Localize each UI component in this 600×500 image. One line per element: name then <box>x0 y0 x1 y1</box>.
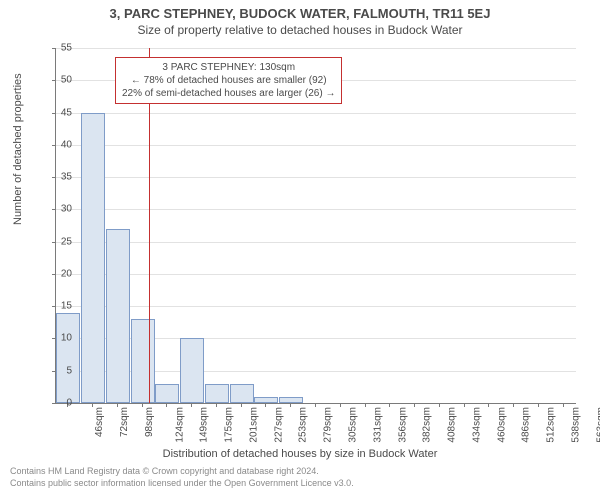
x-tick <box>92 403 93 407</box>
y-tick-label: 5 <box>52 365 72 376</box>
x-tick <box>290 403 291 407</box>
histogram-bar <box>56 313 80 403</box>
x-axis-label: Distribution of detached houses by size … <box>0 448 600 460</box>
annotation-box: 3 PARC STEPHNEY: 130sqm ← 78% of detache… <box>115 57 342 104</box>
x-tick-label: 98sqm <box>144 407 155 437</box>
footer-line2: Contains public sector information licen… <box>10 478 590 490</box>
gridline <box>56 48 576 49</box>
gridline <box>56 177 576 178</box>
y-tick-label: 0 <box>52 398 72 409</box>
x-tick-label: 46sqm <box>94 407 105 437</box>
x-tick <box>365 403 366 407</box>
histogram-bar <box>230 384 254 403</box>
chart-subtitle: Size of property relative to detached ho… <box>0 21 600 37</box>
x-tick-label: 460sqm <box>496 407 507 443</box>
y-tick-label: 45 <box>52 107 72 118</box>
chart-title-address: 3, PARC STEPHNEY, BUDOCK WATER, FALMOUTH… <box>0 0 600 21</box>
footer-line1: Contains HM Land Registry data © Crown c… <box>10 466 590 478</box>
x-tick-label: 382sqm <box>422 407 433 443</box>
histogram-bar <box>106 229 130 403</box>
gridline <box>56 145 576 146</box>
y-tick-label: 30 <box>52 204 72 215</box>
x-tick-label: 486sqm <box>521 407 532 443</box>
gridline <box>56 113 576 114</box>
histogram-bar <box>155 384 179 403</box>
x-tick <box>563 403 564 407</box>
y-tick-label: 15 <box>52 301 72 312</box>
chart-container: 3, PARC STEPHNEY, BUDOCK WATER, FALMOUTH… <box>0 0 600 500</box>
x-tick-label: 124sqm <box>174 407 185 443</box>
x-tick-label: 201sqm <box>249 407 260 443</box>
x-tick <box>414 403 415 407</box>
histogram-bar <box>205 384 229 403</box>
gridline <box>56 242 576 243</box>
x-tick <box>389 403 390 407</box>
gridline <box>56 274 576 275</box>
x-tick-label: 279sqm <box>323 407 334 443</box>
x-tick <box>340 403 341 407</box>
y-axis-label: Number of detached properties <box>12 73 24 225</box>
x-tick-label: 72sqm <box>119 407 130 437</box>
x-tick <box>216 403 217 407</box>
x-tick <box>513 403 514 407</box>
x-tick-label: 305sqm <box>348 407 359 443</box>
x-tick <box>191 403 192 407</box>
annotation-line3: 22% of semi-detached houses are larger (… <box>122 87 335 100</box>
x-tick <box>117 403 118 407</box>
histogram-bar <box>81 113 105 403</box>
x-tick-label: 227sqm <box>273 407 284 443</box>
x-tick-label: 356sqm <box>397 407 408 443</box>
x-tick <box>265 403 266 407</box>
x-tick-label: 175sqm <box>224 407 235 443</box>
x-tick-label: 149sqm <box>199 407 210 443</box>
x-tick <box>464 403 465 407</box>
x-tick <box>166 403 167 407</box>
y-tick-label: 25 <box>52 236 72 247</box>
x-tick-label: 538sqm <box>570 407 581 443</box>
x-tick <box>315 403 316 407</box>
y-tick-label: 20 <box>52 268 72 279</box>
x-tick-label: 512sqm <box>546 407 557 443</box>
histogram-bar <box>131 319 155 403</box>
y-tick-label: 40 <box>52 139 72 150</box>
y-tick-label: 50 <box>52 75 72 86</box>
x-tick-label: 331sqm <box>372 407 383 443</box>
x-tick <box>241 403 242 407</box>
histogram-bar <box>180 338 204 403</box>
footer-attribution: Contains HM Land Registry data © Crown c… <box>10 466 590 489</box>
x-tick <box>142 403 143 407</box>
x-tick <box>439 403 440 407</box>
x-tick <box>488 403 489 407</box>
annotation-line2: ← 78% of detached houses are smaller (92… <box>122 74 335 87</box>
y-tick-label: 10 <box>52 333 72 344</box>
x-tick-label: 434sqm <box>471 407 482 443</box>
x-tick-label: 253sqm <box>298 407 309 443</box>
y-tick-label: 35 <box>52 172 72 183</box>
x-tick-label: 408sqm <box>447 407 458 443</box>
gridline <box>56 306 576 307</box>
annotation-line1: 3 PARC STEPHNEY: 130sqm <box>122 61 335 74</box>
x-tick <box>538 403 539 407</box>
y-tick-label: 55 <box>52 43 72 54</box>
x-tick-label: 563sqm <box>595 407 600 443</box>
gridline <box>56 209 576 210</box>
